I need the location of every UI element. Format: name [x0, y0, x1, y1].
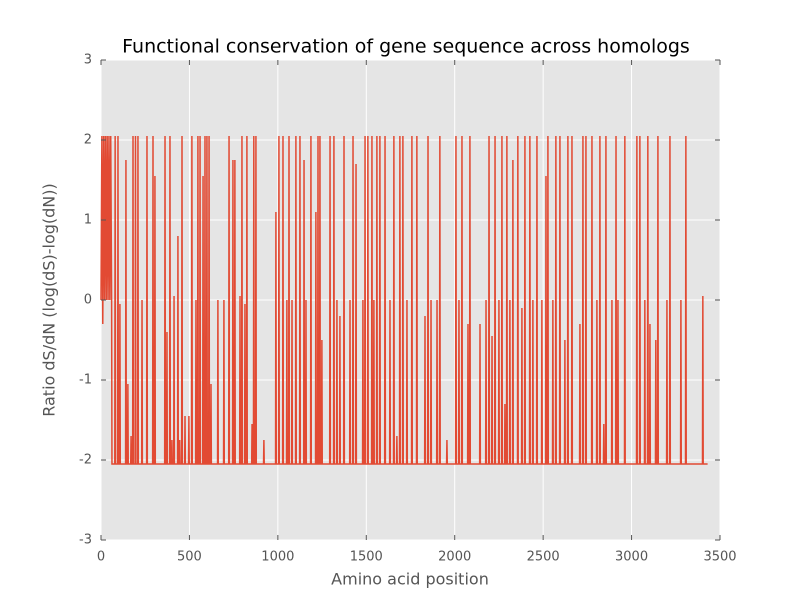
lines [100, 135, 708, 465]
y-tick-label: -2 [79, 453, 92, 468]
x-tick-label: 2000 [438, 550, 471, 565]
ticks: -3 -2 -1 0 1 2 3 0 500 1000 1500 2000 2500 3000 3500 [79, 53, 737, 565]
y-tick-label: 2 [84, 133, 92, 148]
x-tick-label: 0 [97, 550, 105, 565]
x-tick-label: 2500 [527, 550, 560, 565]
y-tick-label: -1 [79, 373, 92, 388]
x-tick-label: 1500 [350, 550, 383, 565]
y-tick-label: 3 [84, 53, 92, 68]
y-tick-label: 0 [84, 293, 92, 308]
x-tick-label: 3000 [615, 550, 648, 565]
x-tick-label: 1000 [261, 550, 294, 565]
x-axis-label: Amino acid position [331, 570, 489, 589]
chart-title: Functional conservation of gene sequence… [122, 36, 690, 58]
x-tick-label: 500 [177, 550, 202, 565]
y-tick-label: 1 [84, 213, 92, 228]
y-axis-label: Ratio dS/dN (log(dS)-log(dN)) [40, 183, 59, 417]
x-tick-label: 3500 [703, 550, 736, 565]
data-line [100, 135, 708, 465]
y-tick-label: -3 [79, 533, 92, 548]
